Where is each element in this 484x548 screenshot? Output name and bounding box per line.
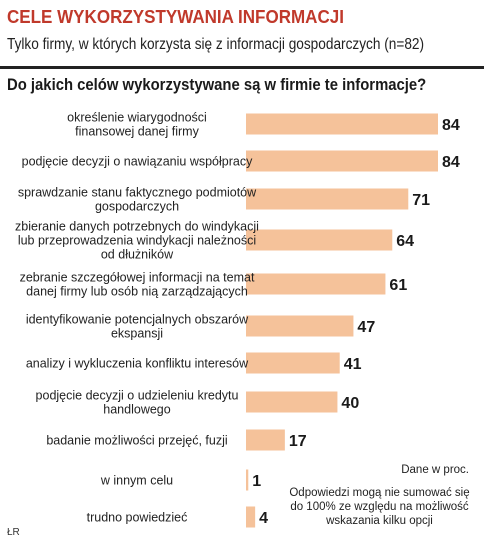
category-label-4: zebranie szczegółowej informacji na tema…: [20, 271, 255, 299]
value-label-1: 84: [442, 154, 460, 171]
category-label-9: w innym celu: [100, 474, 173, 488]
value-label-7: 40: [341, 395, 359, 412]
bar-8: [246, 429, 285, 451]
bar-10: [246, 506, 256, 528]
header-divider: [0, 66, 484, 69]
category-label-3: zbieranie danych potrzebnych do windykac…: [15, 220, 259, 262]
category-label-0: określenie wiarygodności finansowej danej…: [67, 111, 207, 139]
category-label-2: sprawdzanie stanu faktycznego podmiotów g…: [18, 186, 257, 214]
value-label-4: 61: [389, 277, 407, 294]
category-label-5: identyfikowanie potencjalnych obszarów ek…: [26, 313, 249, 341]
value-label-2: 71: [412, 192, 430, 209]
value-label-6: 41: [344, 356, 362, 373]
bar-2: [246, 188, 409, 210]
chart-subtitle: Tylko firmy, w których korzysta się z in…: [7, 36, 425, 53]
value-label-5: 47: [357, 319, 375, 336]
value-label-0: 84: [442, 117, 460, 134]
bar-9: [246, 469, 249, 491]
category-label-10: trudno powiedzieć: [87, 511, 188, 525]
bar-5: [246, 315, 354, 337]
bar-7: [246, 391, 338, 413]
source-credit: ŁR: [7, 527, 20, 538]
value-label-10: 4: [259, 510, 268, 527]
bar-6: [246, 352, 340, 374]
bar-4: [246, 273, 386, 295]
sum-note: Odpowiedzi mogą nie sumować się do 100% …: [289, 487, 470, 527]
chart-question: Do jakich celów wykorzystywane są w firm…: [7, 76, 427, 94]
chart-title: CELE WYKORZYSTYWANIA INFORMACJI: [7, 6, 344, 27]
value-label-9: 1: [252, 473, 261, 490]
bar-1: [246, 150, 438, 172]
bar-0: [246, 113, 438, 135]
category-label-1: podjęcie decyzji o nawiązaniu współpracy: [22, 155, 253, 169]
units-note: Dane w proc.: [401, 464, 469, 476]
category-label-8: badanie możliwości przejęć, fuzji: [46, 434, 227, 448]
value-label-8: 17: [289, 433, 307, 450]
bar-3: [246, 229, 393, 251]
category-label-7: podjęcie decyzji o udzieleniu kredytu han…: [36, 389, 239, 417]
value-label-3: 64: [396, 233, 414, 250]
category-label-6: analizy i wykluczenia konfliktu interesó…: [26, 357, 249, 371]
